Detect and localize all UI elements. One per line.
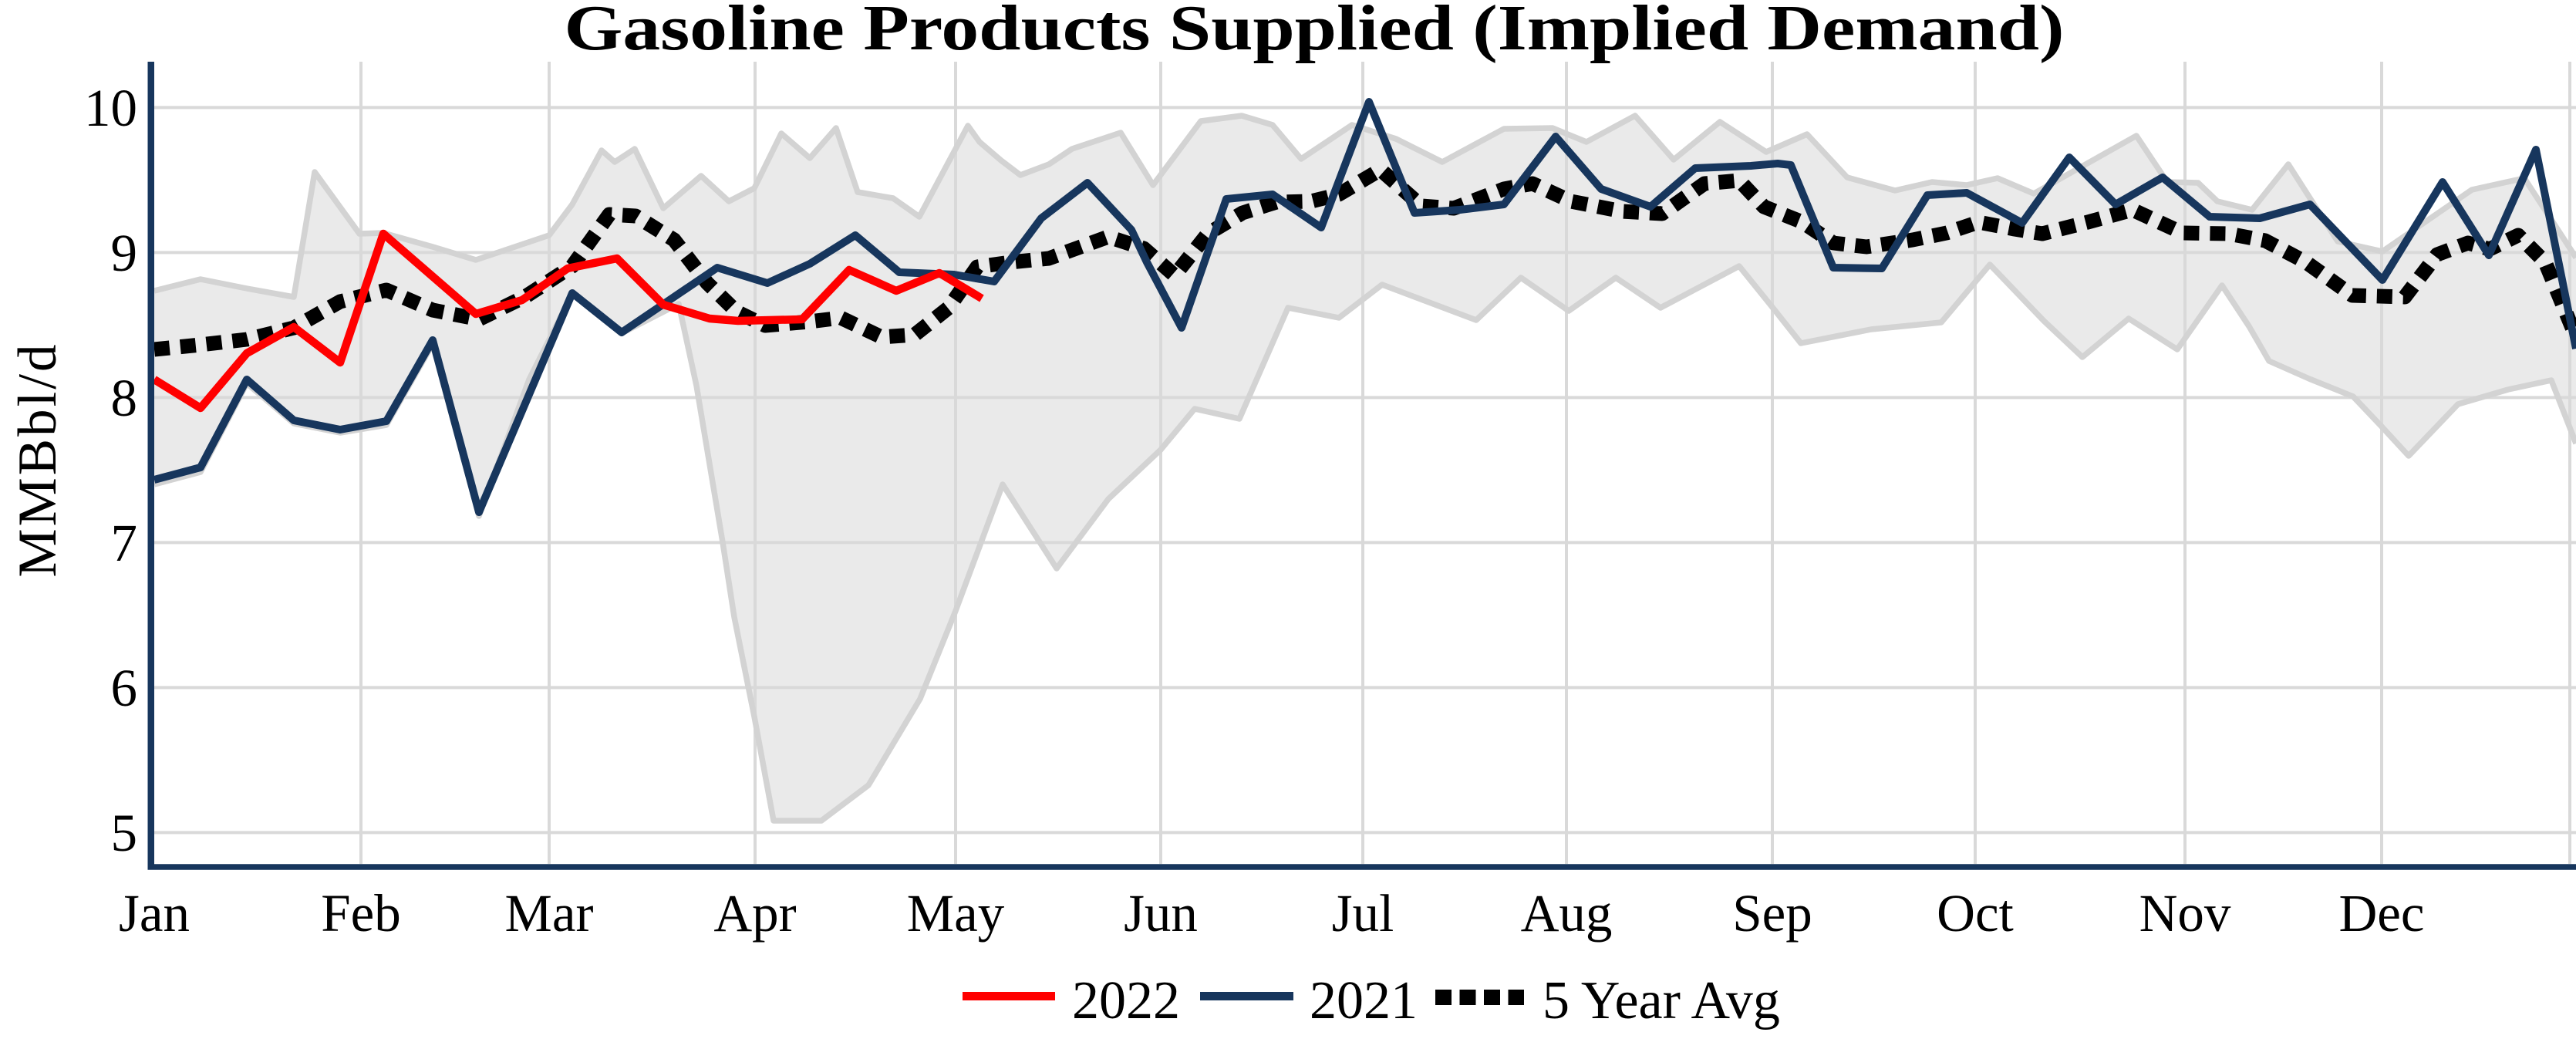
svg-text:Aug: Aug — [1521, 884, 1613, 943]
svg-text:Oct: Oct — [1937, 884, 2014, 943]
svg-text:2021: 2021 — [1310, 971, 1418, 1030]
svg-text:5: 5 — [111, 804, 138, 862]
svg-text:Dec: Dec — [2338, 884, 2424, 943]
svg-text:2022: 2022 — [1072, 971, 1180, 1030]
svg-text:10: 10 — [84, 79, 137, 137]
svg-text:MMBbl/d: MMBbl/d — [8, 342, 68, 577]
svg-text:May: May — [907, 884, 1005, 943]
svg-text:Jun: Jun — [1124, 884, 1198, 943]
svg-text:9: 9 — [111, 224, 138, 282]
svg-text:Mar: Mar — [505, 884, 594, 943]
svg-text:Sep: Sep — [1732, 884, 1812, 943]
svg-text:8: 8 — [111, 369, 138, 427]
svg-text:Gasoline Products Supplied (Im: Gasoline Products Supplied (Implied Dema… — [564, 0, 2064, 63]
svg-text:5 Year Avg: 5 Year Avg — [1543, 971, 1780, 1030]
svg-text:Feb: Feb — [321, 884, 401, 943]
svg-text:7: 7 — [111, 514, 138, 572]
svg-text:Jul: Jul — [1332, 884, 1394, 943]
svg-text:Apr: Apr — [713, 884, 796, 943]
svg-text:6: 6 — [111, 659, 138, 717]
svg-text:Nov: Nov — [2139, 884, 2231, 943]
svg-text:Jan: Jan — [119, 884, 190, 943]
